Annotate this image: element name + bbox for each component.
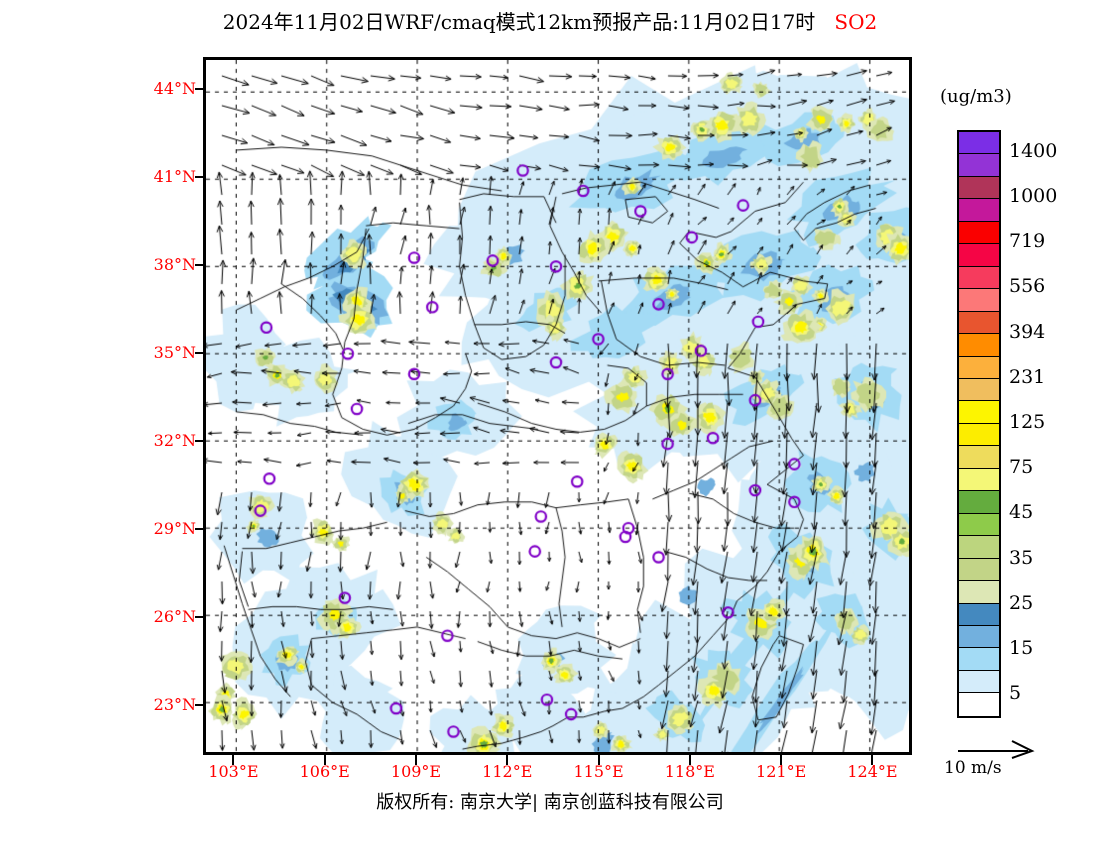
lat-tick-mark [195, 440, 205, 443]
lon-tick-label-121°E: 121°E [756, 762, 807, 781]
colorbar-swatch-12 [959, 401, 999, 424]
colorbar-units-label: (ug/m3) [940, 86, 1012, 107]
colorbar-swatch-13 [959, 423, 999, 447]
colorbar-swatch-15 [959, 468, 999, 492]
colorbar-tick-label-556: 556 [1009, 275, 1046, 298]
colorbar-tick-label-1000: 1000 [1009, 184, 1058, 207]
colorbar-swatch-4 [959, 221, 999, 245]
lon-tick-mark [597, 755, 600, 765]
colorbar-swatch-17 [959, 513, 999, 537]
lat-tick-mark [195, 88, 205, 91]
colorbar-tick-label-75: 75 [1009, 456, 1034, 479]
lat-tick-mark [195, 704, 205, 707]
lon-tick-label-109°E: 109°E [390, 762, 442, 781]
colorbar-tick-label-125: 125 [1009, 411, 1046, 433]
colorbar-swatch-16 [959, 491, 999, 514]
colorbar-swatch-23 [959, 648, 999, 671]
lat-tick-label-41°N: 41°N [153, 167, 196, 187]
colorbar-tick-label-5: 5 [1009, 682, 1022, 705]
colorbar-tick-label-719: 719 [1009, 230, 1046, 253]
lat-tick-label-35°N: 35°N [153, 343, 196, 363]
colorbar-swatch-19 [959, 558, 999, 582]
colorbar-swatch-stack [957, 130, 1001, 718]
colorbar-swatch-0 [959, 132, 999, 155]
footer: 版权所有: 南京大学| 南京创蓝科技有限公司 [0, 788, 1100, 814]
colorbar-swatch-22 [959, 625, 999, 649]
colorbar-swatch-1 [959, 154, 999, 177]
colorbar-swatch-25 [959, 693, 999, 716]
colorbar-swatch-9 [959, 334, 999, 357]
colorbar-swatch-8 [959, 311, 999, 335]
title-bar: 2024年11月02日WRF/cmaq模式12km预报产品:11月02日17时 … [0, 6, 1100, 36]
lon-tick-mark [415, 755, 417, 765]
colorbar-tick-label-25: 25 [1009, 591, 1034, 614]
lon-tick-mark [780, 755, 783, 765]
colorbar-tick-label-231: 231 [1009, 365, 1046, 388]
colorbar-tick-label-15: 15 [1009, 637, 1034, 660]
lon-tick-mark [871, 755, 874, 765]
lat-tick-mark [195, 528, 205, 531]
species-label: SO2 [834, 10, 878, 34]
colorbar-tick-label-394: 394 [1009, 320, 1046, 343]
lon-tick-label-124°E: 124°E [847, 762, 898, 781]
colorbar-swatch-5 [959, 244, 999, 267]
colorbar-swatch-2 [959, 176, 999, 200]
colorbar-tick-label-45: 45 [1009, 501, 1034, 524]
colorbar-tick-label-1400: 1400 [1009, 139, 1058, 162]
colorbar-swatch-11 [959, 378, 999, 402]
map-plot-area[interactable] [203, 57, 912, 755]
colorbar-swatch-24 [959, 670, 999, 694]
colorbar-swatch-3 [959, 199, 999, 222]
colorbar: (ug/m3) 1400 1000 719 556 394 231 125 75 45 35 25 1… [935, 86, 1100, 736]
colorbar-swatch-10 [959, 356, 999, 379]
lat-tick-label-29°N: 29°N [153, 519, 196, 539]
map-field-canvas [206, 60, 909, 752]
lon-tick-label-115°E: 115°E [573, 762, 624, 781]
lon-tick-mark [232, 755, 235, 765]
colorbar-swatch-20 [959, 581, 999, 604]
lon-tick-mark [506, 755, 509, 765]
wind-arrow-icon [958, 740, 1035, 759]
lat-tick-label-32°N: 32°N [153, 431, 196, 451]
copyright-text: 版权所有: 南京大学| 南京创蓝科技有限公司 [376, 792, 724, 813]
lon-tick-mark [323, 755, 326, 765]
page-title: 2024年11月02日WRF/cmaq模式12km预报产品:11月02日17时 [222, 10, 816, 34]
wind-scale-label: 10 m/s [944, 758, 1002, 778]
lat-tick-label-44°N: 44°N [153, 79, 196, 99]
lon-tick-mark [688, 755, 691, 765]
lat-tick-mark [195, 352, 205, 355]
lat-tick-label-26°N: 26°N [153, 607, 196, 627]
lon-tick-label-106°E: 106°E [299, 762, 350, 781]
colorbar-swatch-14 [959, 446, 999, 469]
lat-tick-mark [195, 264, 205, 267]
lat-tick-label-38°N: 38°N [153, 255, 196, 275]
lat-tick-mark [195, 616, 205, 619]
lon-tick-label-112°E: 112°E [482, 762, 533, 781]
colorbar-tick-label-35: 35 [1009, 546, 1034, 569]
wind-scale-legend: 10 m/s [944, 738, 1094, 784]
lon-tick-label-103°E: 103°E [208, 762, 259, 781]
colorbar-swatch-6 [959, 266, 999, 290]
colorbar-swatch-7 [959, 289, 999, 312]
colorbar-swatch-18 [959, 536, 999, 559]
lon-tick-label-118°E: 118°E [664, 762, 715, 781]
colorbar-swatch-21 [959, 603, 999, 626]
lat-tick-label-23°N: 23°N [153, 695, 196, 715]
lat-tick-mark [195, 176, 205, 179]
